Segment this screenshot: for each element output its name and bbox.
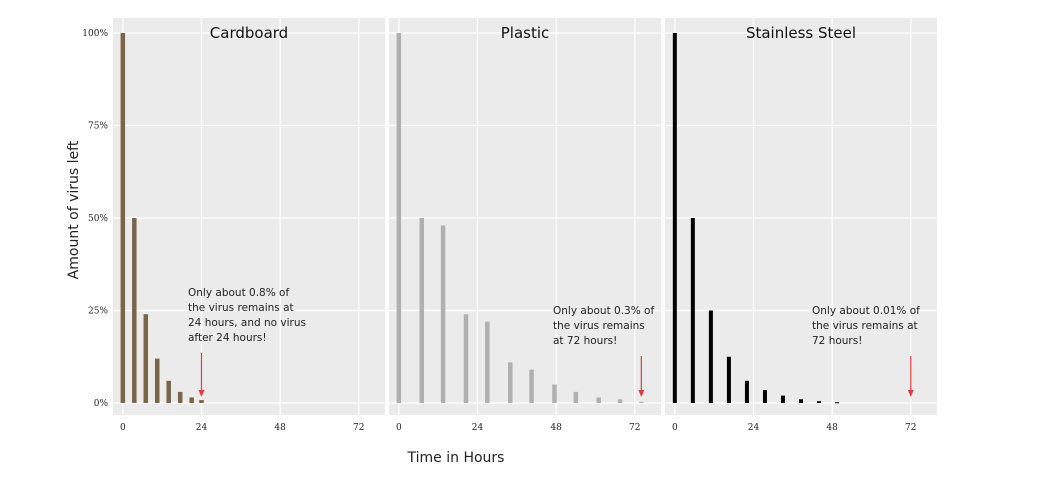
x-tick-label: 24 <box>196 423 208 433</box>
bar <box>799 399 803 403</box>
bar <box>143 314 149 403</box>
bar <box>708 310 713 403</box>
bar <box>780 395 785 403</box>
annotation-arrow-head <box>638 390 645 397</box>
bar <box>463 314 469 403</box>
panel-3: 0 24 48 72 Stainless Steel Only about 0.01% o… <box>665 18 937 433</box>
bar <box>508 362 513 403</box>
panel-title: Cardboard <box>210 24 288 42</box>
annotation-line: 72 hours! <box>812 335 862 347</box>
annotation-line: the virus remains <box>553 320 645 332</box>
annotation-arrow-head <box>907 390 914 397</box>
bar <box>639 401 644 403</box>
y-tick-label: 25% <box>88 307 108 317</box>
annotation-line: the virus remains at <box>812 320 918 332</box>
annotation-line: Only about 0.3% of <box>553 305 654 317</box>
bar <box>817 401 822 403</box>
bar <box>396 33 402 403</box>
bar <box>744 380 749 403</box>
bar <box>529 369 534 403</box>
x-tick-label: 24 <box>748 423 760 433</box>
x-axis-label: Time in Hours <box>407 450 505 466</box>
bar <box>552 384 557 403</box>
annotation-arrow-head <box>198 390 205 397</box>
panels-layer: 0 24 48 72 0% 25% 50% 75% 100% Cardboard Only abou… <box>82 18 937 433</box>
y-tick-label: 50% <box>88 214 108 224</box>
panel-background <box>665 18 937 415</box>
annotation-line: the virus remains at <box>188 302 294 314</box>
x-tick-label: 48 <box>274 423 286 433</box>
panel-2: 0 24 48 72 Plastic Only about 0.3% of the viru… <box>389 18 661 433</box>
x-tick-label: 24 <box>472 423 484 433</box>
annotation-line: Only about 0.8% of <box>188 287 289 299</box>
annotation-line: after 24 hours! <box>188 332 267 344</box>
bar <box>189 397 194 403</box>
annotation-line: Only about 0.01% of <box>812 305 920 317</box>
x-tick-label: 48 <box>826 423 838 433</box>
x-tick-label: 0 <box>672 423 678 433</box>
bar <box>419 218 425 403</box>
bar <box>199 400 204 403</box>
bar <box>596 397 601 403</box>
bar <box>573 391 579 403</box>
bar <box>835 402 840 404</box>
bar <box>617 399 623 403</box>
panel-background <box>113 18 385 415</box>
bar <box>726 356 731 403</box>
bar <box>177 391 183 403</box>
bar <box>120 33 126 403</box>
panel-1: 0 24 48 72 0% 25% 50% 75% 100% Cardboard Only abou… <box>82 18 385 433</box>
y-tick-label: 100% <box>82 29 108 39</box>
y-tick-label: 75% <box>88 122 108 132</box>
bar <box>166 380 171 403</box>
bar <box>762 390 767 403</box>
y-tick-label: 0% <box>94 399 109 409</box>
x-tick-label: 72 <box>905 423 916 433</box>
bar <box>690 218 695 403</box>
y-axis-label: Amount of virus left <box>66 140 82 279</box>
panel-background <box>389 18 661 415</box>
bar <box>154 358 160 403</box>
x-tick-label: 72 <box>629 423 640 433</box>
x-tick-label: 0 <box>120 423 126 433</box>
annotation-line: 24 hours, and no virus <box>188 317 306 329</box>
x-tick-label: 48 <box>550 423 562 433</box>
bar <box>132 218 137 403</box>
bar <box>440 225 446 403</box>
panel-title: Stainless Steel <box>746 24 856 42</box>
panel-title: Plastic <box>501 24 550 42</box>
bar <box>485 321 490 403</box>
x-tick-label: 72 <box>353 423 364 433</box>
x-tick-label: 0 <box>396 423 402 433</box>
bar <box>672 33 677 403</box>
annotation-line: at 72 hours! <box>553 335 617 347</box>
